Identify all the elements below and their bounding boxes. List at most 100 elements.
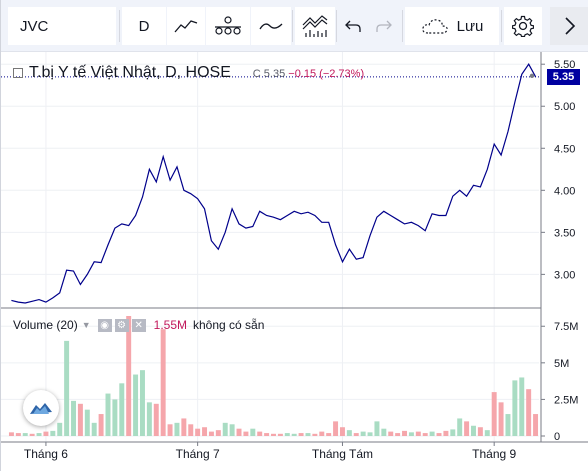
volume-bar — [498, 402, 504, 436]
volume-bar — [346, 430, 352, 436]
indicators-button[interactable] — [295, 7, 335, 45]
x-tick-label: Tháng 6 — [24, 447, 68, 461]
x-tick-label: Tháng 7 — [176, 447, 220, 461]
y-tick-label: 3.50 — [554, 227, 575, 239]
price-line — [11, 63, 537, 304]
volume-bar — [153, 403, 159, 436]
legend-collapse-toggle[interactable] — [13, 68, 23, 78]
y-tick-label: 5.50 — [554, 59, 575, 71]
volume-bar — [188, 424, 194, 436]
main-legend: T.bị Y tế Việt Nhật, D, HOSE C 5.35 −0.1… — [13, 64, 364, 82]
volume-bar — [298, 433, 304, 436]
y-tick-label: 5.00 — [554, 101, 575, 113]
toolbar-divider — [402, 10, 403, 42]
volume-bar — [84, 409, 90, 436]
volume-bar — [505, 414, 511, 436]
volume-bar — [374, 421, 380, 436]
close-label: C — [252, 68, 261, 80]
volume-bar — [353, 433, 359, 436]
gear-icon[interactable]: ⚙ — [114, 318, 129, 332]
collapse-panel-button[interactable] — [550, 7, 588, 45]
volume-bar — [415, 431, 421, 436]
indicators-icon — [302, 15, 328, 37]
volume-bar — [408, 432, 414, 436]
close-value: 5.35 — [263, 68, 286, 80]
volume-bar — [8, 432, 14, 436]
volume-bar — [133, 374, 139, 436]
volume-bar — [105, 393, 111, 436]
volume-value: 1.55M — [153, 318, 187, 332]
save-button[interactable]: Lưu — [405, 7, 499, 45]
symbol-search-button[interactable]: JVC — [8, 7, 116, 45]
toolbar-divider — [292, 10, 293, 42]
undo-button[interactable] — [338, 7, 368, 45]
x-tick-label: Tháng 9 — [472, 447, 516, 461]
axes: Tháng 6 Tháng 7 Tháng Tám Tháng 9 5.50 5.00 4.… — [1, 52, 588, 461]
volume-bar — [533, 414, 539, 436]
tradingview-logo-button[interactable] — [23, 390, 59, 426]
volume-label: Volume — [13, 318, 54, 332]
volume-bar — [271, 433, 276, 436]
volume-bar — [402, 430, 408, 436]
volume-bar — [319, 431, 325, 436]
volume-bar — [126, 316, 132, 436]
compare-button[interactable] — [206, 7, 250, 45]
chart-style-button[interactable] — [251, 7, 291, 45]
redo-button[interactable] — [369, 7, 399, 45]
eye-icon[interactable]: ◉ — [97, 318, 112, 332]
series-end-dot — [529, 73, 535, 79]
volume-bar — [36, 433, 42, 436]
y-tick-label: 3.00 — [554, 269, 575, 281]
volume-bar — [208, 431, 214, 436]
x-tick-label: Tháng Tám — [312, 447, 373, 461]
volume-bar — [119, 383, 125, 436]
price-series — [1, 63, 541, 304]
volume-legend: Volume (20) ▼ ◉ ⚙ ✕ 1.55M không có sẵn — [13, 318, 264, 332]
line-chart-type-button[interactable] — [167, 7, 205, 45]
volume-bar — [388, 431, 394, 436]
volume-bar — [491, 392, 497, 436]
volume-bar — [291, 433, 297, 436]
volume-bar — [71, 400, 76, 436]
volume-bar — [146, 402, 152, 436]
volume-bar — [395, 433, 401, 436]
volume-bar — [98, 414, 104, 436]
chart-canvas[interactable]: Tháng 6 Tháng 7 Tháng Tám Tháng 9 5.50 5.00 4.… — [1, 52, 588, 471]
y-tick-label: 4.00 — [554, 185, 575, 197]
volume-bar — [243, 431, 249, 436]
symbol-label: JVC — [20, 17, 49, 35]
interval-button[interactable]: D — [122, 7, 166, 45]
toolbar-divider — [501, 10, 502, 42]
cloud-icon — [421, 19, 448, 34]
chevron-down-icon[interactable]: ▼ — [81, 320, 91, 330]
volume-period: (20) — [56, 318, 78, 332]
legend-values: C 5.35 −0.15 (−2.73%) — [253, 68, 364, 80]
volume-bar — [305, 433, 311, 436]
volume-bar — [22, 433, 28, 436]
volume-bars — [8, 316, 539, 436]
volume-bar — [333, 421, 339, 436]
volume-bar — [15, 433, 21, 436]
volume-bar — [195, 428, 201, 436]
volume-tick-label: 7.5M — [554, 321, 578, 333]
volume-bar — [360, 431, 366, 436]
volume-bar — [436, 433, 442, 436]
volume-bar — [381, 428, 387, 436]
wave-icon — [259, 23, 283, 30]
volume-bar — [477, 427, 483, 436]
settings-button[interactable] — [504, 7, 542, 45]
compare-icon — [215, 16, 241, 35]
chart-area[interactable]: Tháng 6 Tháng 7 Tháng Tám Tháng 9 5.50 5.00 4.… — [1, 52, 588, 471]
volume-bar — [264, 433, 270, 436]
volume-bar — [471, 425, 476, 436]
volume-na-text: không có sẵn — [193, 318, 265, 332]
close-icon[interactable]: ✕ — [131, 318, 146, 332]
volume-bar — [43, 431, 49, 436]
volume-bar — [202, 427, 208, 436]
volume-bar — [429, 431, 435, 436]
toolbar: JVC D Lưu — [1, 0, 588, 52]
volume-tick-label: 0 — [554, 431, 560, 443]
volume-bar — [29, 433, 35, 436]
grid — [1, 52, 539, 442]
